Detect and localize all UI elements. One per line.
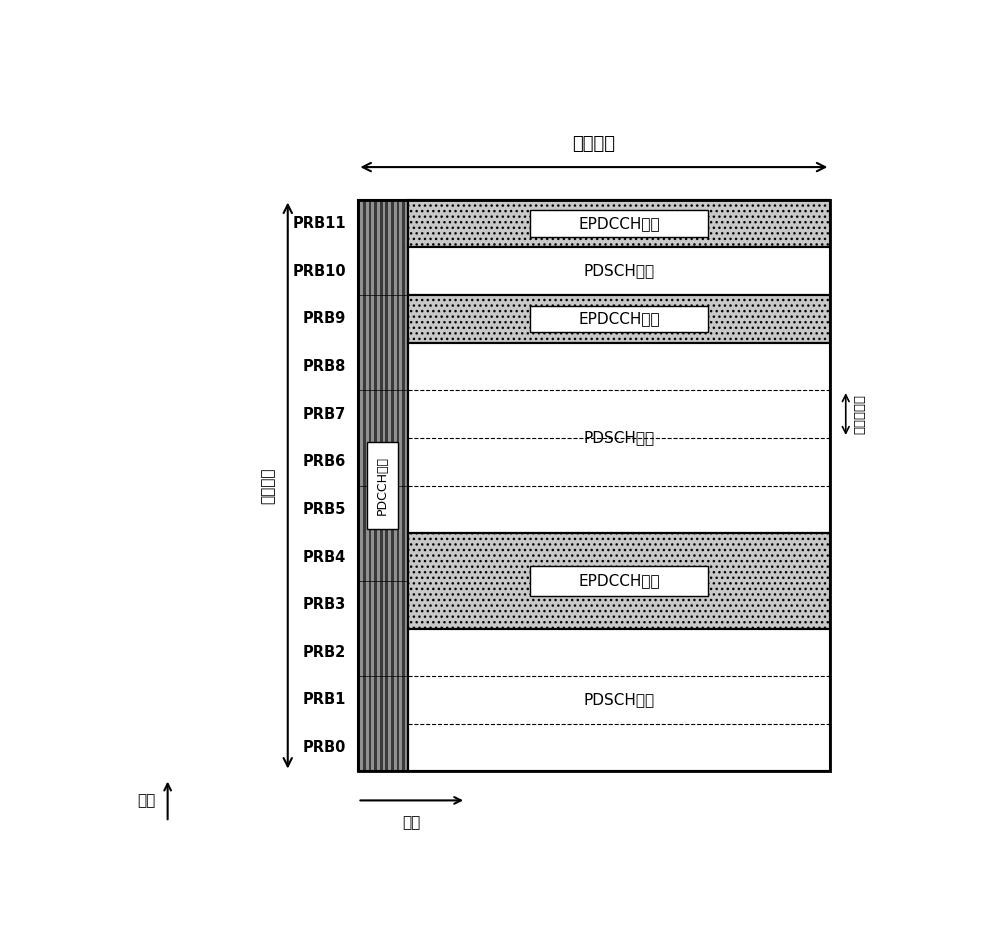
Text: 时间: 时间: [403, 815, 421, 830]
Text: PRB9: PRB9: [303, 311, 346, 326]
Bar: [388, 199, 391, 772]
Text: 系统带宽: 系统带宽: [261, 467, 276, 504]
Text: PDCCH区域: PDCCH区域: [376, 456, 389, 515]
Bar: [374, 199, 377, 772]
Text: PDSCH区域: PDSCH区域: [584, 693, 655, 708]
Bar: [408, 533, 830, 629]
Text: 资源块宽度: 资源块宽度: [854, 394, 866, 434]
Bar: [408, 247, 830, 295]
Bar: [380, 199, 383, 772]
Text: PRB5: PRB5: [302, 502, 346, 517]
Bar: [408, 342, 830, 533]
Text: PRB2: PRB2: [303, 645, 346, 660]
Text: PDSCH区域: PDSCH区域: [584, 431, 655, 446]
Bar: [366, 199, 369, 772]
Text: PRB1: PRB1: [302, 693, 346, 708]
Text: PRB7: PRB7: [303, 407, 346, 421]
Bar: [402, 199, 405, 772]
Text: EPDCCH区域: EPDCCH区域: [578, 311, 660, 326]
Bar: [408, 199, 830, 247]
Bar: [358, 199, 408, 772]
Bar: [397, 199, 399, 772]
Bar: [358, 199, 830, 772]
Bar: [385, 199, 388, 772]
Text: 频率: 频率: [138, 793, 156, 807]
Text: PRB0: PRB0: [302, 740, 346, 755]
Text: EPDCCH区域: EPDCCH区域: [578, 573, 660, 588]
Bar: [408, 295, 830, 342]
Bar: [394, 199, 397, 772]
Bar: [399, 199, 402, 772]
Bar: [358, 199, 360, 772]
Bar: [377, 199, 380, 772]
Bar: [408, 629, 830, 772]
Text: EPDCCH区域: EPDCCH区域: [578, 216, 660, 231]
Text: 子帧长度: 子帧长度: [572, 134, 615, 152]
Text: PRB8: PRB8: [302, 359, 346, 374]
Bar: [405, 199, 408, 772]
Bar: [369, 199, 371, 772]
Bar: [530, 306, 708, 332]
Text: PRB3: PRB3: [303, 597, 346, 612]
Bar: [371, 199, 374, 772]
Bar: [530, 211, 708, 237]
Text: PDSCH区域: PDSCH区域: [584, 263, 655, 278]
Bar: [363, 199, 366, 772]
Bar: [391, 199, 394, 772]
Text: PRB10: PRB10: [292, 263, 346, 278]
Bar: [530, 566, 708, 596]
Bar: [383, 199, 385, 772]
Text: PRB6: PRB6: [303, 454, 346, 469]
Text: PRB4: PRB4: [303, 550, 346, 565]
Bar: [367, 442, 398, 529]
Bar: [360, 199, 363, 772]
Text: PRB11: PRB11: [292, 216, 346, 231]
